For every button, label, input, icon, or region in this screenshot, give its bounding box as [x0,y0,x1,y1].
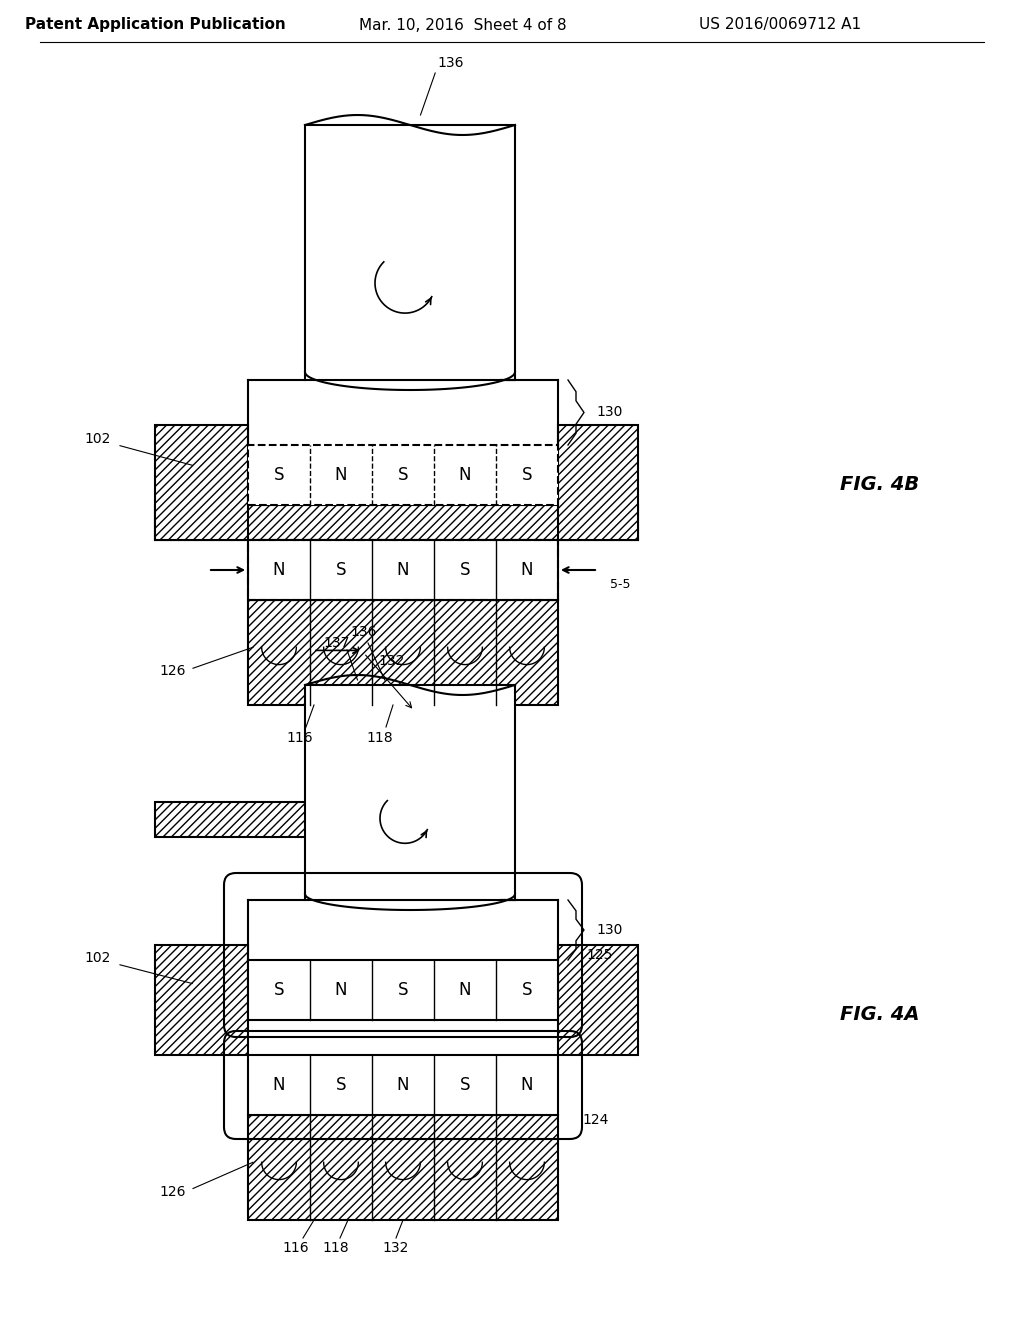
Bar [305,125,515,380]
Text: S: S [336,561,346,579]
Text: 116: 116 [283,1241,309,1255]
Bar [248,1115,558,1220]
Bar [248,540,558,601]
Text: N: N [521,561,534,579]
Bar [305,685,515,900]
Text: 137: 137 [324,636,349,649]
Text: S: S [460,561,470,579]
Bar [558,425,638,540]
Bar [558,945,638,1055]
Text: 132: 132 [378,653,404,668]
Text: 102: 102 [85,432,111,446]
Text: 126: 126 [160,1184,186,1199]
Bar [248,540,558,601]
Text: N: N [396,1076,410,1094]
Text: S: S [273,981,285,999]
Bar [155,425,248,540]
Text: 130: 130 [596,405,623,420]
Text: S: S [397,981,409,999]
Text: 132: 132 [383,1241,410,1255]
Text: 116: 116 [287,731,313,744]
Text: S: S [522,981,532,999]
Bar [155,506,638,540]
Text: S: S [460,1076,470,1094]
Bar [248,960,558,1020]
Text: N: N [396,561,410,579]
Text: FIG. 4B: FIG. 4B [840,475,920,495]
Text: N: N [459,981,471,999]
Text: N: N [272,1076,286,1094]
Text: 102: 102 [85,952,111,965]
Text: 136: 136 [350,624,377,639]
Text: 126: 126 [160,664,186,678]
Text: N: N [335,981,347,999]
Text: 136: 136 [437,55,464,70]
Text: S: S [522,466,532,484]
Text: 130: 130 [596,923,623,937]
Text: 124: 124 [582,1113,608,1127]
Bar [248,445,558,506]
Text: 118: 118 [367,731,393,744]
Text: N: N [335,466,347,484]
Text: S: S [273,466,285,484]
Text: N: N [521,1076,534,1094]
Text: N: N [272,561,286,579]
Text: Mar. 10, 2016  Sheet 4 of 8: Mar. 10, 2016 Sheet 4 of 8 [359,17,567,33]
Text: S: S [397,466,409,484]
Text: N: N [459,466,471,484]
Text: S: S [336,1076,346,1094]
Text: Patent Application Publication: Patent Application Publication [25,17,286,33]
Text: 118: 118 [323,1241,349,1255]
Bar [155,803,420,837]
Bar [248,1055,558,1115]
Bar [248,601,558,705]
Bar [155,945,248,1055]
Text: 5-5: 5-5 [610,578,631,590]
Text: US 2016/0069712 A1: US 2016/0069712 A1 [699,17,861,33]
Text: FIG. 4A: FIG. 4A [840,1006,920,1024]
Text: 125: 125 [586,948,612,962]
